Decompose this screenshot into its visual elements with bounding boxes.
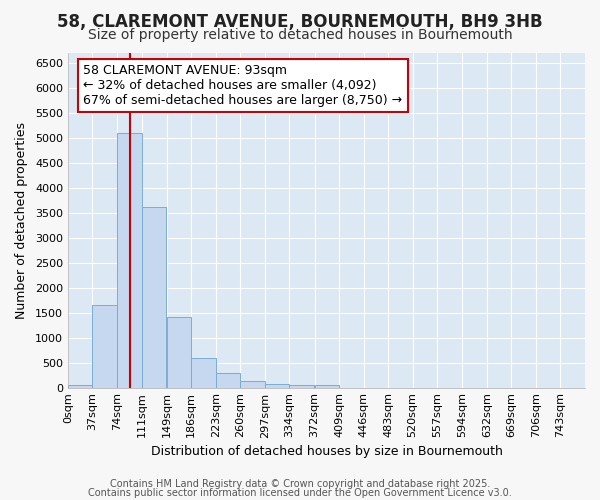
Bar — [167, 316, 191, 388]
Bar — [92, 305, 117, 388]
Text: Contains public sector information licensed under the Open Government Licence v3: Contains public sector information licen… — [88, 488, 512, 498]
Text: Size of property relative to detached houses in Bournemouth: Size of property relative to detached ho… — [88, 28, 512, 42]
Text: Contains HM Land Registry data © Crown copyright and database right 2025.: Contains HM Land Registry data © Crown c… — [110, 479, 490, 489]
Bar — [314, 385, 339, 388]
Y-axis label: Number of detached properties: Number of detached properties — [15, 122, 28, 318]
X-axis label: Distribution of detached houses by size in Bournemouth: Distribution of detached houses by size … — [151, 444, 502, 458]
Bar — [216, 372, 240, 388]
Text: 58, CLAREMONT AVENUE, BOURNEMOUTH, BH9 3HB: 58, CLAREMONT AVENUE, BOURNEMOUTH, BH9 3… — [57, 12, 543, 30]
Bar — [191, 358, 216, 388]
Bar — [265, 384, 289, 388]
Bar — [289, 385, 314, 388]
Text: 58 CLAREMONT AVENUE: 93sqm
← 32% of detached houses are smaller (4,092)
67% of s: 58 CLAREMONT AVENUE: 93sqm ← 32% of deta… — [83, 64, 403, 107]
Bar — [240, 381, 265, 388]
Bar — [117, 132, 142, 388]
Bar — [142, 206, 166, 388]
Bar — [68, 384, 92, 388]
